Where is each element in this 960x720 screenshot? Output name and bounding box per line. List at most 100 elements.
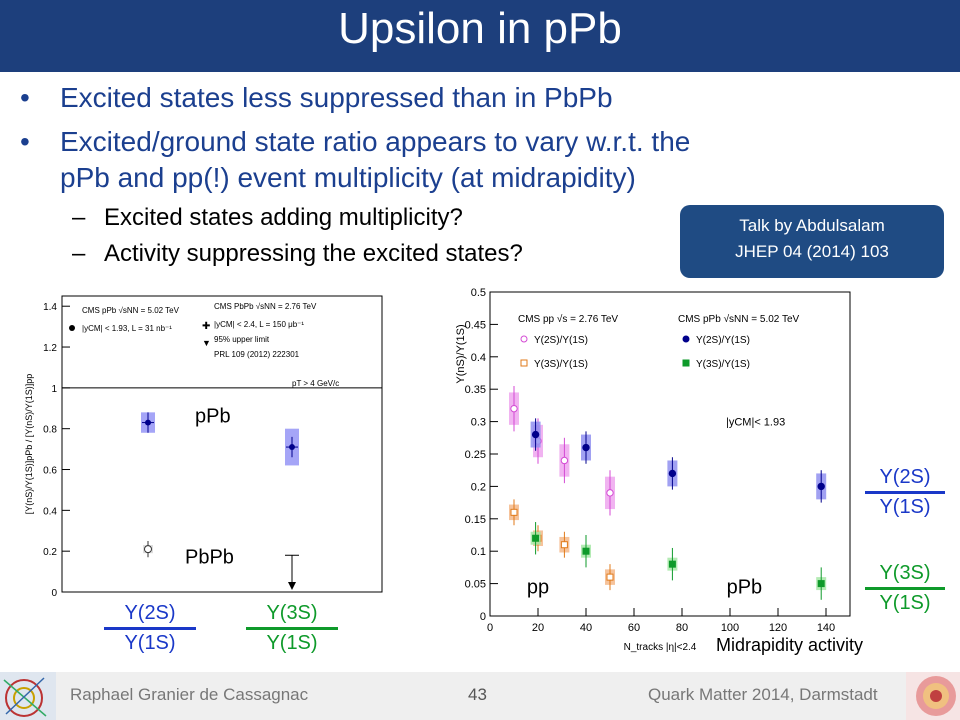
data-point-ppb	[145, 419, 151, 426]
legend-marker	[69, 325, 75, 331]
data-point	[531, 430, 540, 439]
footer-page-number: 43	[468, 685, 487, 704]
fraction-bar	[246, 627, 338, 630]
ratio-num: Y(2S)	[879, 466, 931, 488]
data-point	[606, 573, 614, 581]
qm-flower-logo	[906, 672, 960, 720]
ratio-label-3s-right: Y(3S) Y(1S)	[865, 562, 945, 615]
data-point	[668, 469, 677, 478]
cut-label: |yCM|< 1.93	[726, 417, 785, 429]
data-point	[532, 534, 540, 542]
ratio-den: Y(1S)	[266, 632, 318, 654]
plot-frame	[489, 291, 851, 617]
ratio-num: Y(3S)	[266, 602, 318, 624]
cut-label: pT > 4 GeV/c	[292, 379, 339, 388]
legend-header-ppb: CMS pPb √sNN = 5.02 TeV	[678, 313, 800, 325]
y-tick-label: 0.1	[471, 546, 486, 558]
legend-entry: Υ(2S)/Υ(1S)	[696, 335, 750, 346]
y-tick-label: 0.6	[43, 466, 57, 477]
footer-conference: Quark Matter 2014, Darmstadt	[648, 685, 878, 704]
y-tick-label: 0.8	[43, 425, 57, 436]
legend-entry: |yCM| < 2.4, L = 150 μb⁻¹	[214, 320, 304, 329]
multiplicity-chart: 0 0.05 0.1 0.15 0.2 0.25 0.3 0.35 0.4 0.45 0.5 0 20 4…	[455, 287, 851, 653]
ratio-den: Y(1S)	[879, 496, 931, 518]
bullet-1: Excited states less suppressed than in P…	[60, 82, 613, 113]
legend-entry: CMS PbPb √sNN = 2.76 TeV	[214, 302, 317, 311]
y-tick-label: 1.4	[43, 302, 57, 313]
y-tick-label: 0.35	[465, 384, 486, 396]
y-tick-label: 0.2	[43, 547, 57, 558]
bullet-dot-2: •	[20, 126, 30, 157]
y-tick-label: 0.4	[43, 506, 57, 517]
data-point	[817, 580, 825, 588]
footer-author: Raphael Granier de Cassagnac	[70, 685, 309, 704]
y-tick-label: 0.5	[471, 287, 486, 299]
data-point	[606, 489, 614, 497]
y-tick-label: 1	[51, 384, 57, 395]
ratio-label-2s-left: Y(2S) Y(1S)	[104, 602, 196, 655]
bullet-dot-1: •	[20, 82, 30, 113]
y-tick-label: 1.2	[43, 343, 57, 354]
y-axis-label: [Υ(nS)/Υ(1S)]pPb / [Υ(nS)/Υ(1S)]pp	[24, 374, 34, 515]
data-point	[582, 443, 590, 452]
y-axis-label: Υ(nS)/Υ(1S)	[455, 324, 467, 383]
x-tick-label: 40	[580, 622, 592, 634]
x-tick-label: 140	[817, 622, 835, 634]
legend-entry: |yCM| < 1.93, L = 31 nb⁻¹	[82, 324, 172, 333]
legend-entry: Υ(2S)/Υ(1S)	[534, 335, 588, 346]
data-point	[668, 560, 676, 568]
fraction-bar	[865, 587, 945, 590]
ratio-num: Y(3S)	[879, 562, 931, 584]
talk-reference-box: Talk by Abdulsalam JHEP 04 (2014) 103	[680, 205, 944, 278]
subbullet-dash-1: –	[72, 204, 86, 231]
y-tick-label: 0	[51, 588, 57, 599]
double-ratio-chart: 0 0.2 0.4 0.6 0.8 1 1.2 1.4 [Υ(nS)/Υ(1S)]pPb / […	[24, 295, 383, 599]
legend-marker	[682, 335, 690, 343]
legend-entry: Υ(3S)/Υ(1S)	[696, 359, 750, 370]
upper-limit-arrowhead	[288, 582, 296, 590]
fraction-bar	[104, 627, 196, 630]
legend-marker: ▼	[202, 338, 211, 348]
y-tick-label: 0.05	[465, 579, 486, 591]
x-tick-label: 0	[487, 622, 493, 634]
ratio-label-2s-right: Y(2S) Y(1S)	[865, 466, 945, 519]
data-point	[560, 456, 569, 465]
y-tick-label: 0.45	[465, 319, 486, 331]
legend-marker	[520, 359, 528, 367]
title-bar	[0, 0, 960, 72]
data-point-pbpb	[144, 545, 152, 554]
footer-bar	[0, 672, 960, 720]
talk-line-2: JHEP 04 (2014) 103	[735, 242, 889, 261]
legend-entry: Υ(3S)/Υ(1S)	[534, 359, 588, 370]
y-tick-label: 0	[480, 611, 486, 623]
x-axis-label: N_tracks |η|<2.4	[624, 642, 697, 653]
y-tick-label: 0.3	[471, 417, 486, 429]
ratio-num: Y(2S)	[124, 602, 176, 624]
data-point	[582, 547, 590, 555]
data-point	[510, 404, 518, 413]
data-point	[817, 482, 825, 491]
annotation-ppb: pPb	[195, 406, 231, 428]
legend-entry: CMS pPb √sNN = 5.02 TeV	[82, 306, 180, 315]
legend-header-pp: CMS pp √s = 2.76 TeV	[518, 313, 618, 325]
annotation-ppb: pPb	[727, 576, 763, 598]
y-tick-label: 0.25	[465, 449, 486, 461]
x-tick-label: 60	[628, 622, 640, 634]
fraction-bar	[865, 491, 945, 494]
data-point	[560, 541, 568, 549]
subbullet-2: Activity suppressing the excited states?	[104, 240, 523, 267]
annotation-pbpb: PbPb	[185, 546, 234, 568]
x-tick-label: 120	[769, 622, 787, 634]
legend-marker: ✚	[202, 321, 210, 332]
annotation-pp: pp	[527, 576, 549, 598]
legend-entry: PRL 109 (2012) 222301	[214, 350, 300, 359]
cms-logo	[0, 672, 56, 720]
plot-frame	[61, 295, 383, 593]
bullet-2-cont: pPb and pp(!) event multiplicity (at mid…	[60, 162, 636, 193]
ratio-label-3s-left: Y(3S) Y(1S)	[246, 602, 338, 655]
y-tick-label: 0.4	[471, 352, 486, 364]
data-point	[510, 508, 518, 516]
x-tick-label: 80	[676, 622, 688, 634]
bullet-2: Excited/ground state ratio appears to va…	[60, 126, 691, 157]
y-tick-label: 0.15	[465, 514, 486, 526]
